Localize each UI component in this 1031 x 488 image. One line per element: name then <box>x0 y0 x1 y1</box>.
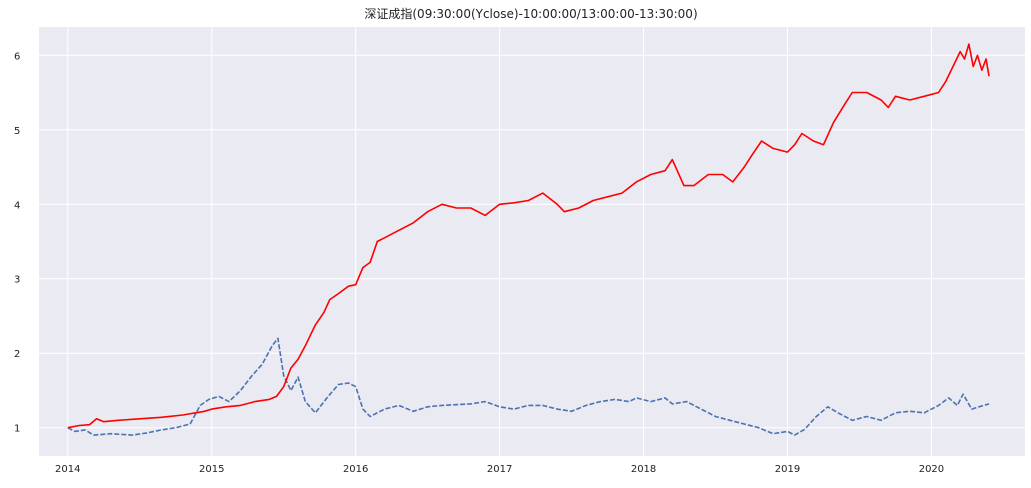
x-tick-label: 2017 <box>487 464 512 475</box>
x-tick-label: 2018 <box>631 464 656 475</box>
chart-title: 深证成指(09:30:00(Yclose)-10:00:00/13:00:00-… <box>364 6 697 21</box>
x-tick-labels: 2014 2015 2016 2017 2018 2019 2020 <box>55 464 944 475</box>
y-tick-label: 2 <box>14 349 20 360</box>
x-tick-label: 2016 <box>343 464 368 475</box>
y-tick-label: 1 <box>14 424 20 435</box>
series-line-red-solid <box>67 43 990 429</box>
x-tick-label: 2019 <box>775 464 800 475</box>
y-tick-label: 3 <box>14 275 20 286</box>
y-tick-label: 5 <box>14 126 20 137</box>
grid-lines <box>39 27 1025 456</box>
plot-background <box>39 27 1025 456</box>
x-tick-label: 2014 <box>55 464 80 475</box>
y-tick-label: 6 <box>14 51 20 62</box>
y-tick-labels: 1 2 3 4 5 6 <box>14 51 20 434</box>
x-tick-label: 2020 <box>919 464 944 475</box>
series-line-blue-dashed <box>67 337 990 436</box>
y-tick-label: 4 <box>14 200 20 211</box>
series-lines <box>67 43 990 436</box>
x-tick-label: 2015 <box>199 464 224 475</box>
